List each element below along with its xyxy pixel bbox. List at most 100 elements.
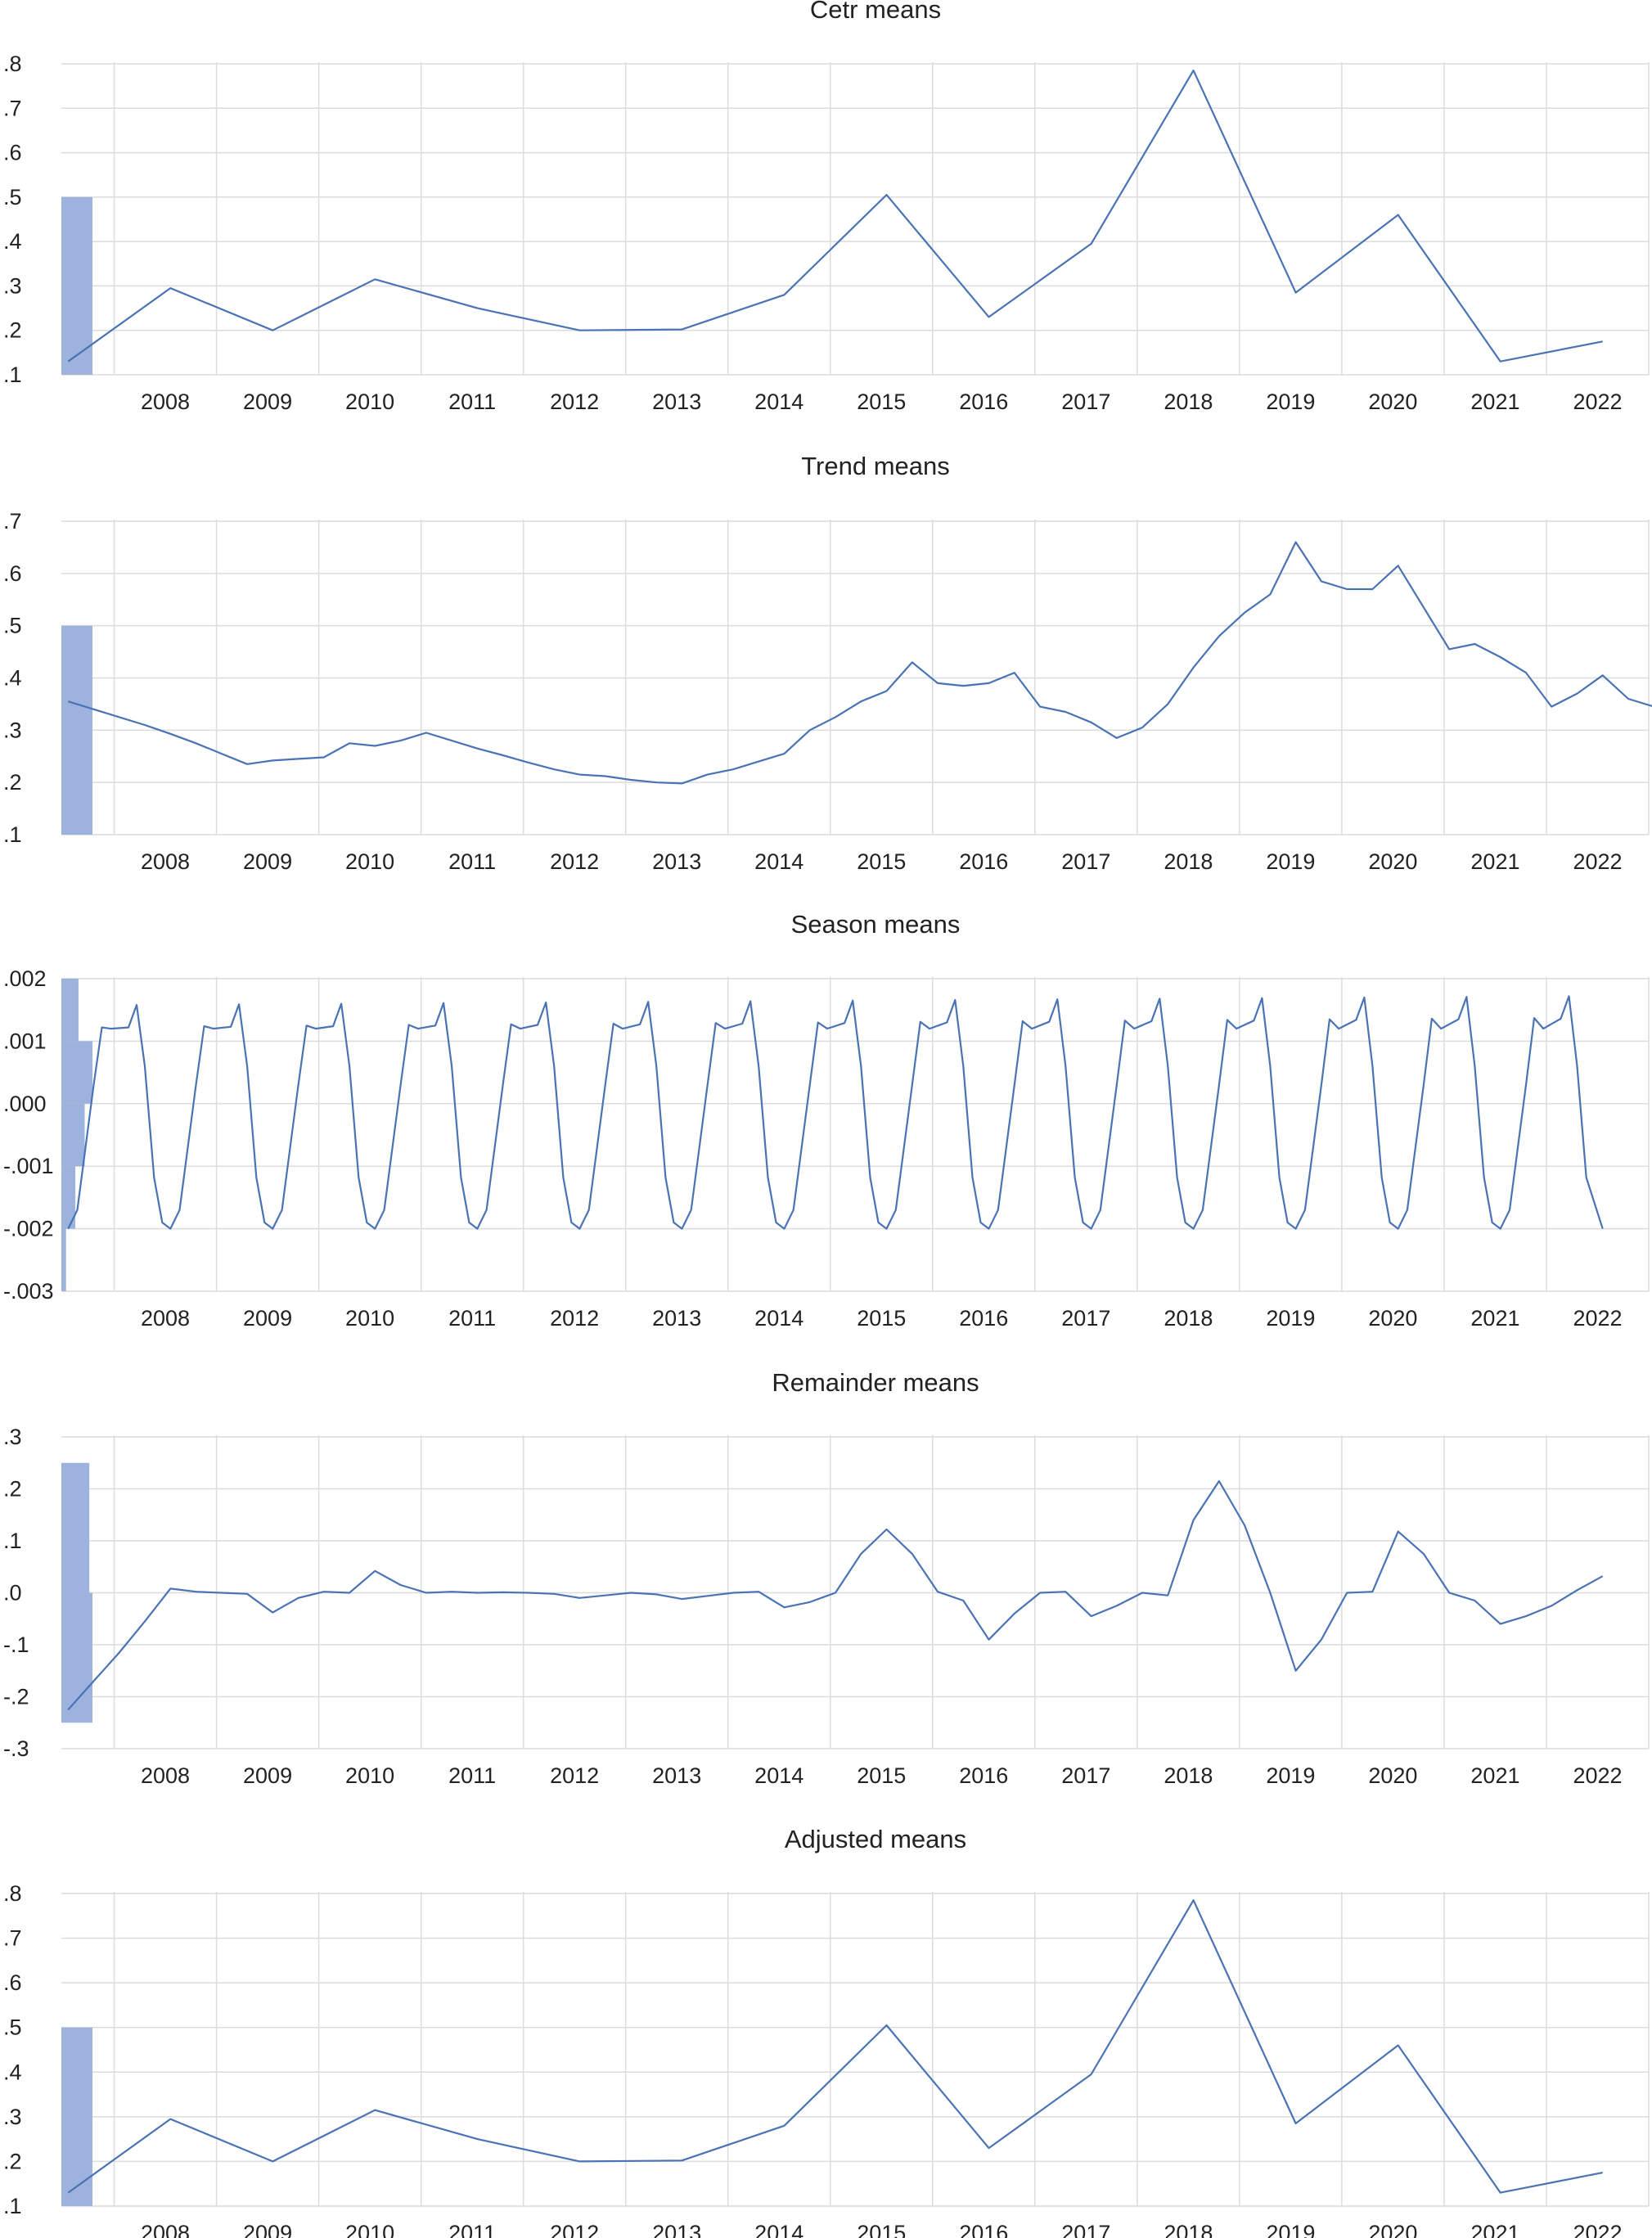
x-tick-label: 2017 bbox=[1061, 849, 1110, 874]
y-tick-label: .7 bbox=[3, 1926, 22, 1951]
x-tick-label: 2020 bbox=[1368, 2221, 1417, 2238]
x-tick-label: 2021 bbox=[1470, 2221, 1519, 2238]
y-tick-label: .3 bbox=[3, 273, 22, 298]
x-tick-label: 2009 bbox=[243, 1306, 292, 1331]
x-tick-label: 2013 bbox=[652, 1763, 701, 1788]
x-tick-label: 2015 bbox=[857, 2221, 906, 2238]
y-tick-label: .002 bbox=[3, 966, 47, 991]
x-tick-label: 2021 bbox=[1470, 1763, 1519, 1788]
y-tick-label: -.3 bbox=[3, 1736, 29, 1761]
chart-panel-5: Adjusted means .1 .2 .3 .4 .5 .6 .7 .8 2008 2009 20… bbox=[3, 1825, 1650, 2238]
y-tick-label: -.1 bbox=[3, 1632, 29, 1657]
x-tick-label: 2022 bbox=[1573, 390, 1622, 414]
x-tick-label: 2008 bbox=[141, 1763, 190, 1788]
histogram-bar bbox=[61, 196, 92, 375]
y-tick-label: .6 bbox=[3, 141, 22, 165]
x-tick-label: 2008 bbox=[141, 390, 190, 414]
y-tick-label: .3 bbox=[3, 718, 22, 742]
x-tick-label: 2010 bbox=[345, 849, 394, 874]
y-tick-label: .5 bbox=[3, 2015, 22, 2040]
histogram-bar bbox=[61, 1592, 92, 1723]
x-tick-label: 2015 bbox=[857, 390, 906, 414]
x-tick-label: 2021 bbox=[1470, 1306, 1519, 1331]
y-tick-label: .001 bbox=[3, 1029, 47, 1053]
y-tick-label: .1 bbox=[3, 1529, 22, 1553]
x-tick-label: 2012 bbox=[550, 390, 599, 414]
x-tick-label: 2018 bbox=[1164, 1306, 1213, 1331]
x-tick-label: 2011 bbox=[448, 849, 496, 874]
y-tick-label: .6 bbox=[3, 561, 22, 586]
x-tick-label: 2014 bbox=[754, 849, 803, 874]
x-tick-label: 2017 bbox=[1061, 1763, 1110, 1788]
y-tick-label: .8 bbox=[3, 52, 22, 76]
x-tick-label: 2011 bbox=[448, 2221, 496, 2238]
series-line bbox=[67, 541, 1652, 785]
histogram-bar bbox=[61, 625, 92, 835]
x-tick-label: 2015 bbox=[857, 1306, 906, 1331]
x-tick-label: 2009 bbox=[243, 2221, 292, 2238]
x-tick-label: 2016 bbox=[959, 849, 1008, 874]
x-tick-label: 2020 bbox=[1368, 390, 1417, 414]
y-tick-label: .3 bbox=[3, 1425, 22, 1449]
x-tick-label: 2014 bbox=[754, 2221, 803, 2238]
y-tick-label: .4 bbox=[3, 229, 22, 254]
chart-panel-1: Cetr means .1 .2 .3 .4 .5 .6 .7 .8 2008 2009 2010 20… bbox=[3, 0, 1650, 414]
x-tick-label: 2008 bbox=[141, 2221, 190, 2238]
histogram-bar bbox=[61, 1462, 90, 1593]
y-tick-label: .1 bbox=[3, 2194, 22, 2218]
x-tick-label: 2008 bbox=[141, 1306, 190, 1331]
x-tick-label: 2009 bbox=[243, 390, 292, 414]
x-tick-label: 2010 bbox=[345, 390, 394, 414]
x-tick-label: 2011 bbox=[448, 390, 496, 414]
y-tick-label: .2 bbox=[3, 770, 22, 795]
x-tick-label: 2012 bbox=[550, 1306, 599, 1331]
series-line bbox=[67, 69, 1603, 362]
y-tick-label: .8 bbox=[3, 1881, 22, 1906]
x-tick-label: 2017 bbox=[1061, 2221, 1110, 2238]
x-tick-label: 2019 bbox=[1266, 390, 1315, 414]
y-tick-label: .1 bbox=[3, 362, 22, 387]
y-tick-label: -.001 bbox=[3, 1154, 54, 1178]
x-tick-label: 2010 bbox=[345, 1763, 394, 1788]
y-tick-label: -.003 bbox=[3, 1279, 54, 1304]
series-line bbox=[67, 1899, 1603, 2194]
y-tick-label: .7 bbox=[3, 509, 22, 534]
x-tick-label: 2014 bbox=[754, 390, 803, 414]
y-tick-label: .0 bbox=[3, 1581, 22, 1605]
x-tick-label: 2014 bbox=[754, 1306, 803, 1331]
x-tick-label: 2017 bbox=[1061, 1306, 1110, 1331]
y-tick-label: .5 bbox=[3, 614, 22, 638]
x-tick-label: 2017 bbox=[1061, 390, 1110, 414]
y-tick-label: -.2 bbox=[3, 1685, 29, 1709]
x-tick-label: 2021 bbox=[1470, 849, 1519, 874]
x-tick-label: 2018 bbox=[1164, 849, 1213, 874]
chart-title: Cetr means bbox=[810, 0, 941, 24]
histogram-bar bbox=[61, 2027, 92, 2206]
y-tick-label: .000 bbox=[3, 1092, 47, 1116]
histogram-bar bbox=[61, 1103, 85, 1167]
x-tick-label: 2019 bbox=[1266, 1306, 1315, 1331]
x-tick-label: 2014 bbox=[754, 1763, 803, 1788]
y-tick-label: .3 bbox=[3, 2105, 22, 2129]
x-tick-label: 2015 bbox=[857, 849, 906, 874]
x-tick-label: 2010 bbox=[345, 1306, 394, 1331]
y-tick-label: .4 bbox=[3, 666, 22, 691]
x-tick-label: 2015 bbox=[857, 1763, 906, 1788]
x-tick-label: 2022 bbox=[1573, 849, 1622, 874]
x-tick-label: 2022 bbox=[1573, 1763, 1622, 1788]
x-tick-label: 2013 bbox=[652, 2221, 701, 2238]
chart-title: Remainder means bbox=[772, 1368, 979, 1397]
x-tick-label: 2009 bbox=[243, 1763, 292, 1788]
x-tick-label: 2013 bbox=[652, 390, 701, 414]
x-tick-label: 2009 bbox=[243, 849, 292, 874]
x-tick-label: 2016 bbox=[959, 390, 1008, 414]
y-tick-label: .2 bbox=[3, 2149, 22, 2173]
x-tick-label: 2012 bbox=[550, 849, 599, 874]
x-tick-label: 2016 bbox=[959, 2221, 1008, 2238]
x-tick-label: 2019 bbox=[1266, 1763, 1315, 1788]
y-tick-label: .6 bbox=[3, 1970, 22, 1995]
x-tick-label: 2016 bbox=[959, 1763, 1008, 1788]
x-tick-label: 2019 bbox=[1266, 849, 1315, 874]
x-tick-label: 2011 bbox=[448, 1306, 496, 1331]
